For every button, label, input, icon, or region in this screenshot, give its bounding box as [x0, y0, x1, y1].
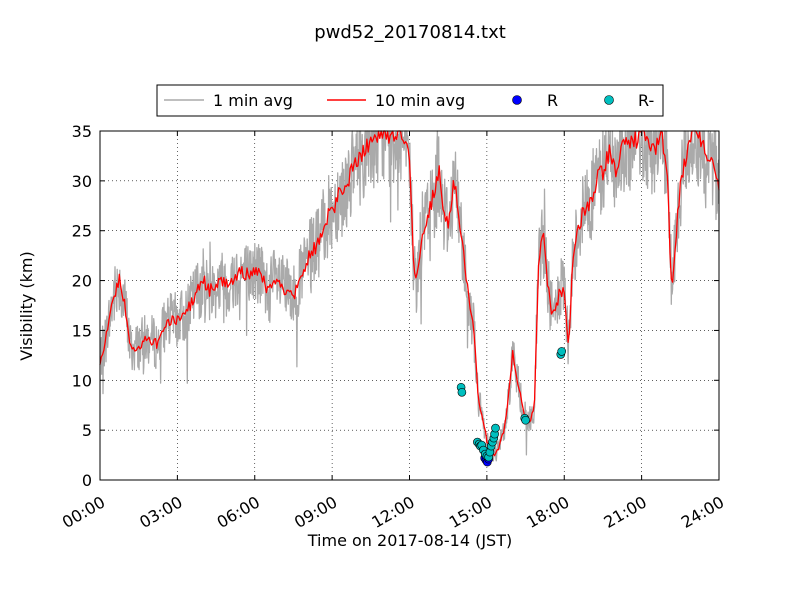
- ten-min-line: [99, 130, 720, 457]
- legend: 1 min avg 10 min avg R R-: [156, 84, 664, 117]
- y-tick-label: 35: [72, 122, 92, 141]
- point-r-minus: [521, 415, 530, 425]
- point-r-minus: [491, 423, 500, 433]
- ten-min-series: [99, 130, 720, 457]
- y-tick-label: 25: [72, 222, 92, 241]
- y-axis-label: Visibility (km): [17, 251, 36, 360]
- y-tick-label: 30: [72, 172, 92, 191]
- legend-box: [156, 84, 664, 117]
- y-tick-label: 0: [82, 471, 92, 490]
- point-r-minus: [457, 387, 467, 397]
- legend-label-one-min: 1 min avg: [213, 91, 293, 110]
- y-tick-label: 20: [72, 272, 92, 291]
- legend-marker-r: [512, 95, 522, 105]
- point-r-minus: [557, 347, 567, 356]
- y-tick-label: 10: [72, 371, 92, 390]
- x-axis-label: Time on 2017-08-14 (JST): [307, 531, 512, 550]
- legend-label-r: R: [547, 91, 558, 110]
- legend-label-ten-min: 10 min avg: [375, 91, 465, 110]
- chart-title: pwd52_20170814.txt: [314, 22, 506, 43]
- y-tick-label: 15: [72, 321, 92, 340]
- precip-points: [456, 347, 567, 467]
- y-tick-label: 5: [82, 421, 92, 440]
- legend-label-r-minus: R-: [638, 91, 654, 110]
- legend-marker-r-minus: [604, 95, 614, 105]
